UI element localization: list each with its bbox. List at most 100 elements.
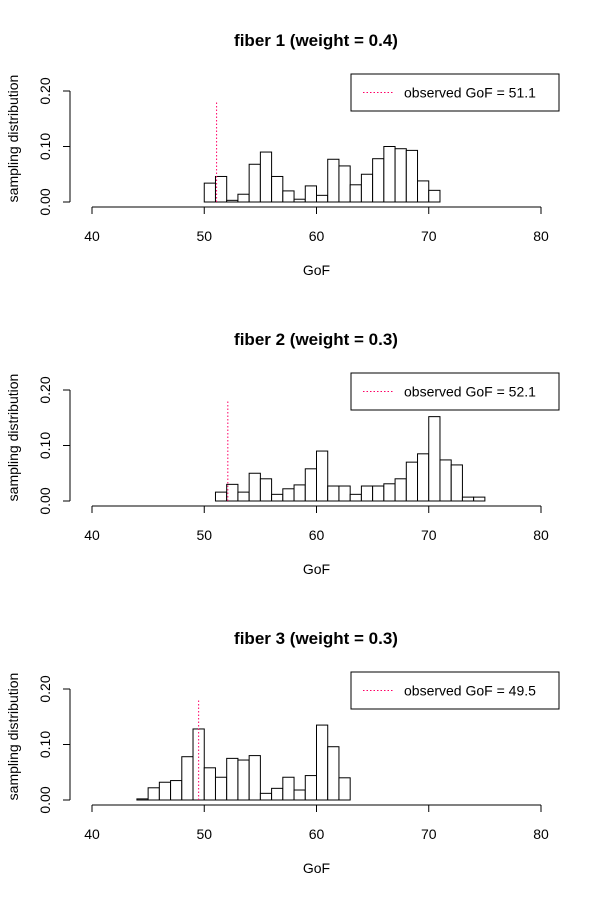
y-tick-label: 0.20: [37, 376, 53, 403]
histogram-bar: [372, 158, 385, 203]
y-axis-label: sampling distribution: [5, 673, 21, 801]
histogram-bar: [203, 182, 216, 203]
histogram-bar: [327, 158, 340, 203]
histogram-bar: [383, 483, 396, 502]
histogram-bar: [237, 193, 250, 203]
chart-title: fiber 2 (weight = 0.3): [234, 330, 398, 349]
histogram-bar: [282, 488, 295, 502]
y-tick-label: 0.10: [37, 133, 53, 160]
histogram-bar: [259, 151, 273, 203]
histogram-bar: [327, 485, 340, 502]
x-tick-label: 60: [309, 527, 325, 543]
x-tick-label: 70: [421, 527, 437, 543]
histogram-bar: [338, 777, 351, 801]
histogram-bar: [338, 485, 351, 502]
x-tick-label: 60: [309, 826, 325, 842]
y-tick-label: 0.00: [37, 188, 53, 215]
histogram-bar: [394, 148, 407, 203]
histogram-bar: [237, 759, 250, 801]
histogram-bar: [226, 199, 239, 203]
histogram-bar: [417, 453, 430, 502]
histogram-bar: [349, 493, 362, 502]
y-tick-label: 0.20: [37, 77, 53, 104]
histogram-bar: [316, 724, 329, 801]
chart-title: fiber 1 (weight = 0.4): [234, 31, 398, 50]
histogram-bar: [293, 198, 306, 203]
histogram-bar: [170, 780, 183, 801]
panel-fiber-1: fiber 1 (weight = 0.4) sampling distribut…: [5, 31, 560, 278]
panel-fiber-2: fiber 2 (weight = 0.3) sampling distribut…: [5, 330, 560, 577]
histogram-bar: [405, 149, 419, 203]
histogram-bar: [450, 464, 463, 502]
y-tick-label: 0.10: [37, 432, 53, 459]
x-axis-label: GoF: [303, 262, 330, 278]
histogram-bar: [304, 775, 317, 801]
y-axis-label: sampling distribution: [5, 75, 21, 203]
histogram-bar: [360, 173, 374, 203]
y-tick-label: 0.00: [37, 487, 53, 514]
legend-label: observed GoF = 49.5: [404, 683, 536, 699]
histogram-bar: [293, 789, 306, 801]
histogram-bar: [349, 184, 362, 203]
histogram-bar: [248, 472, 261, 502]
histogram-bar: [271, 787, 284, 801]
histogram-bar: [383, 146, 396, 203]
histogram-bar: [428, 416, 441, 502]
histogram-bar: [372, 485, 385, 502]
histogram-bar: [248, 755, 261, 801]
histogram-bar: [203, 767, 216, 801]
y-tick-label: 0.10: [37, 731, 53, 758]
histogram-bar: [461, 496, 475, 502]
x-tick-label: 50: [196, 826, 212, 842]
legend-label: observed GoF = 51.1: [404, 85, 536, 101]
legend: observed GoF = 49.5: [350, 671, 560, 710]
legend: observed GoF = 51.1: [350, 73, 560, 112]
panel-fiber-3: fiber 3 (weight = 0.3) sampling distribut…: [5, 629, 560, 876]
y-axis-label: sampling distribution: [5, 374, 21, 502]
x-tick-label: 50: [196, 527, 212, 543]
histogram-bar: [338, 165, 351, 203]
histogram-bar: [158, 781, 172, 801]
histogram-bar: [248, 163, 261, 203]
histogram-bar: [282, 190, 295, 203]
histogram-bar: [237, 491, 250, 502]
x-tick-label: 80: [533, 228, 549, 244]
histogram-bar: [147, 787, 160, 801]
histogram-bar: [316, 194, 329, 203]
legend-label: observed GoF = 52.1: [404, 384, 536, 400]
x-tick-label: 50: [196, 228, 212, 244]
histogram-bar: [226, 757, 239, 801]
histogram-bar: [394, 478, 407, 502]
histogram-bar: [214, 776, 228, 801]
x-tick-label: 80: [533, 826, 549, 842]
histogram-bar: [181, 756, 194, 801]
legend: observed GoF = 52.1: [350, 372, 560, 411]
x-tick-label: 40: [84, 527, 100, 543]
legend-box: [350, 372, 560, 411]
x-axis-label: GoF: [303, 561, 330, 577]
x-tick-label: 80: [533, 527, 549, 543]
legend-box: [350, 671, 560, 710]
histogram-bar: [214, 175, 228, 203]
histogram-bar: [304, 468, 317, 502]
histogram-bar: [271, 175, 284, 203]
histogram-bar: [214, 491, 228, 502]
histogram-bar: [226, 483, 239, 502]
y-tick-label: 0.00: [37, 786, 53, 813]
x-tick-label: 40: [84, 228, 100, 244]
x-tick-label: 70: [421, 228, 437, 244]
histogram-bar: [405, 461, 419, 502]
histogram-bar: [282, 776, 295, 801]
histogram-bar: [473, 496, 486, 502]
histogram-bar: [259, 792, 273, 801]
chart-title: fiber 3 (weight = 0.3): [234, 629, 398, 648]
y-tick-label: 0.20: [37, 675, 53, 702]
x-tick-label: 70: [421, 826, 437, 842]
histogram-bar: [293, 484, 306, 502]
histogram-bar: [136, 798, 149, 801]
histogram-bar: [304, 185, 317, 203]
x-axis-label: GoF: [303, 860, 330, 876]
histogram-bar: [417, 180, 430, 203]
